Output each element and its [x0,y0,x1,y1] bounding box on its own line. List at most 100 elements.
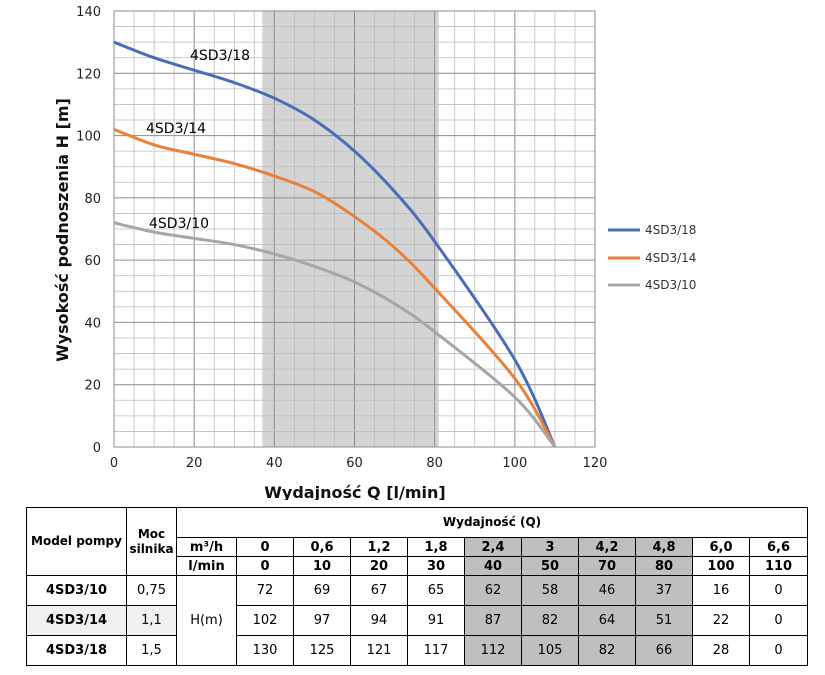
flow-m3h-cell: 6,0 [692,537,750,557]
head-value-cell: 112 [464,635,522,666]
header-row-m3h: m³/h 0 0,6 1,2 1,8 2,4 3 4,2 4,8 6,0 6,6 [27,537,809,557]
flow-lmin-cell: 70 [578,556,636,576]
header-row-flow: Model pompy Moc silnika Wydajność (Q) [26,507,809,576]
head-value-cell: 0 [748,635,809,666]
flow-lmin-cell: 100 [692,556,750,576]
header-row-lmin: l/min 0 10 20 30 40 50 70 80 100 110 [27,556,809,576]
head-value-cell: 65 [407,575,465,606]
flow-m3h-cell: 2,4 [464,537,522,557]
series-line-4sd3-18 [113,40,557,448]
performance-table: Model pompy Moc silnika Wydajność (Q) m³… [26,507,809,666]
series-line-4sd3-10 [113,221,557,448]
power-cell: 0,75 [126,575,177,606]
flow-lmin-cell: 40 [464,556,522,576]
head-value-cell: 62 [464,575,522,606]
head-value-cell: 66 [635,635,693,666]
head-value-cell: 16 [692,575,750,606]
head-value-cell: 46 [578,575,636,606]
flow-m3h-cell: 4,8 [635,537,693,557]
plot-frame [113,10,596,448]
flow-m3h-cell: 1,8 [407,537,465,557]
grid [113,10,596,448]
series-label-4sd3-10: 4SD3/10 [149,216,209,232]
head-value-cell: 22 [692,605,750,636]
unit-lmin: l/min [176,556,237,576]
power-cell: 1,1 [126,605,177,636]
model-cell: 4SD3/10 [26,575,127,606]
x-tick-label: 80 [426,456,443,471]
flow-lmin-cell: 110 [748,556,809,576]
flow-lmin-cell: 0 [236,556,294,576]
y-tick-label: 100 [76,130,101,145]
head-value-cell: 130 [236,635,294,666]
head-value-cell: 97 [293,605,351,636]
flow-lmin-cell: 30 [407,556,465,576]
y-tick-label: 20 [84,379,101,394]
flow-lmin-cell: 10 [293,556,351,576]
x-tick-label: 100 [502,456,527,471]
flow-m3h-cell: 4,2 [578,537,636,557]
head-value-cell: 82 [578,635,636,666]
head-value-cell: 105 [521,635,579,666]
model-cell: 4SD3/14 [26,605,127,636]
y-axis-title: Wysokość podnoszenia H [m] [53,98,72,362]
pump-curve-chart: 0 20 40 60 80 100 120 0 20 40 60 80 100 120 140 Wydajn… [53,5,696,500]
unit-m3h: m³/h [176,537,237,557]
table-row: 4SD3/10 0,75 H(m) 72 69 67 65 62 58 46 37 16 0 [26,575,809,666]
axis-ticks: 0 20 40 60 80 100 120 0 20 40 60 80 100 120 140 [76,5,607,471]
y-tick-label: 140 [76,5,101,20]
head-value-cell: 94 [350,605,408,636]
head-value-cell: 37 [635,575,693,606]
x-tick-label: 60 [346,456,363,471]
legend-label-4sd3-10: 4SD3/10 [645,278,696,292]
legend: 4SD3/18 4SD3/14 4SD3/10 [608,223,696,292]
flow-header: Wydajność (Q) [175,507,809,538]
head-value-cell: 117 [407,635,465,666]
series-label-4sd3-18: 4SD3/18 [190,48,250,64]
head-value-cell: 58 [521,575,579,606]
series-lines [113,40,557,448]
head-value-cell: 87 [464,605,522,636]
x-tick-label: 120 [583,456,608,471]
head-value-cell: 121 [350,635,408,666]
head-value-cell: 125 [293,635,351,666]
series-line-4sd3-14 [113,127,557,448]
head-value-cell: 102 [236,605,294,636]
flow-m3h-cell: 6,6 [748,537,809,557]
flow-lmin-cell: 80 [635,556,693,576]
head-value-cell: 69 [293,575,351,606]
head-value-cell: 64 [578,605,636,636]
flow-m3h-cell: 1,2 [350,537,408,557]
power-header: Moc silnika [126,507,177,576]
head-value-cell: 0 [748,575,809,606]
head-value-cell: 28 [692,635,750,666]
performance-table-wrap: Model pompy Moc silnika Wydajność (Q) m³… [26,507,809,666]
flow-m3h-cell: 0 [236,537,294,557]
head-value-cell: 82 [521,605,579,636]
series-label-4sd3-14: 4SD3/14 [146,121,206,137]
x-tick-label: 0 [110,456,118,471]
x-tick-label: 20 [186,456,203,471]
head-value-cell: 51 [635,605,693,636]
legend-label-4sd3-18: 4SD3/18 [645,223,696,237]
x-tick-label: 40 [266,456,283,471]
y-tick-label: 120 [76,67,101,82]
table-row: 4SD3/14 1,1 102 97 94 91 87 82 64 51 22 0 [26,605,809,636]
flow-lmin-cell: 20 [350,556,408,576]
y-tick-label: 80 [84,192,101,207]
head-value-cell: 72 [236,575,294,606]
model-cell: 4SD3/18 [26,635,127,666]
flow-m3h-cell: 3 [521,537,579,557]
table-row: 4SD3/18 1,5 130 125 121 117 112 105 82 66 28 0 [26,635,809,666]
y-tick-label: 40 [84,316,101,331]
head-value-cell: 91 [407,605,465,636]
power-cell: 1,5 [126,635,177,666]
model-header: Model pompy [26,507,127,576]
head-value-cell: 0 [748,605,809,636]
legend-label-4sd3-14: 4SD3/14 [645,251,696,265]
flow-m3h-cell: 0,6 [293,537,351,557]
y-tick-label: 60 [84,254,101,269]
x-axis-title: Wydajność Q [l/min] [264,483,445,500]
unit-h: H(m) [176,575,237,666]
flow-lmin-cell: 50 [521,556,579,576]
